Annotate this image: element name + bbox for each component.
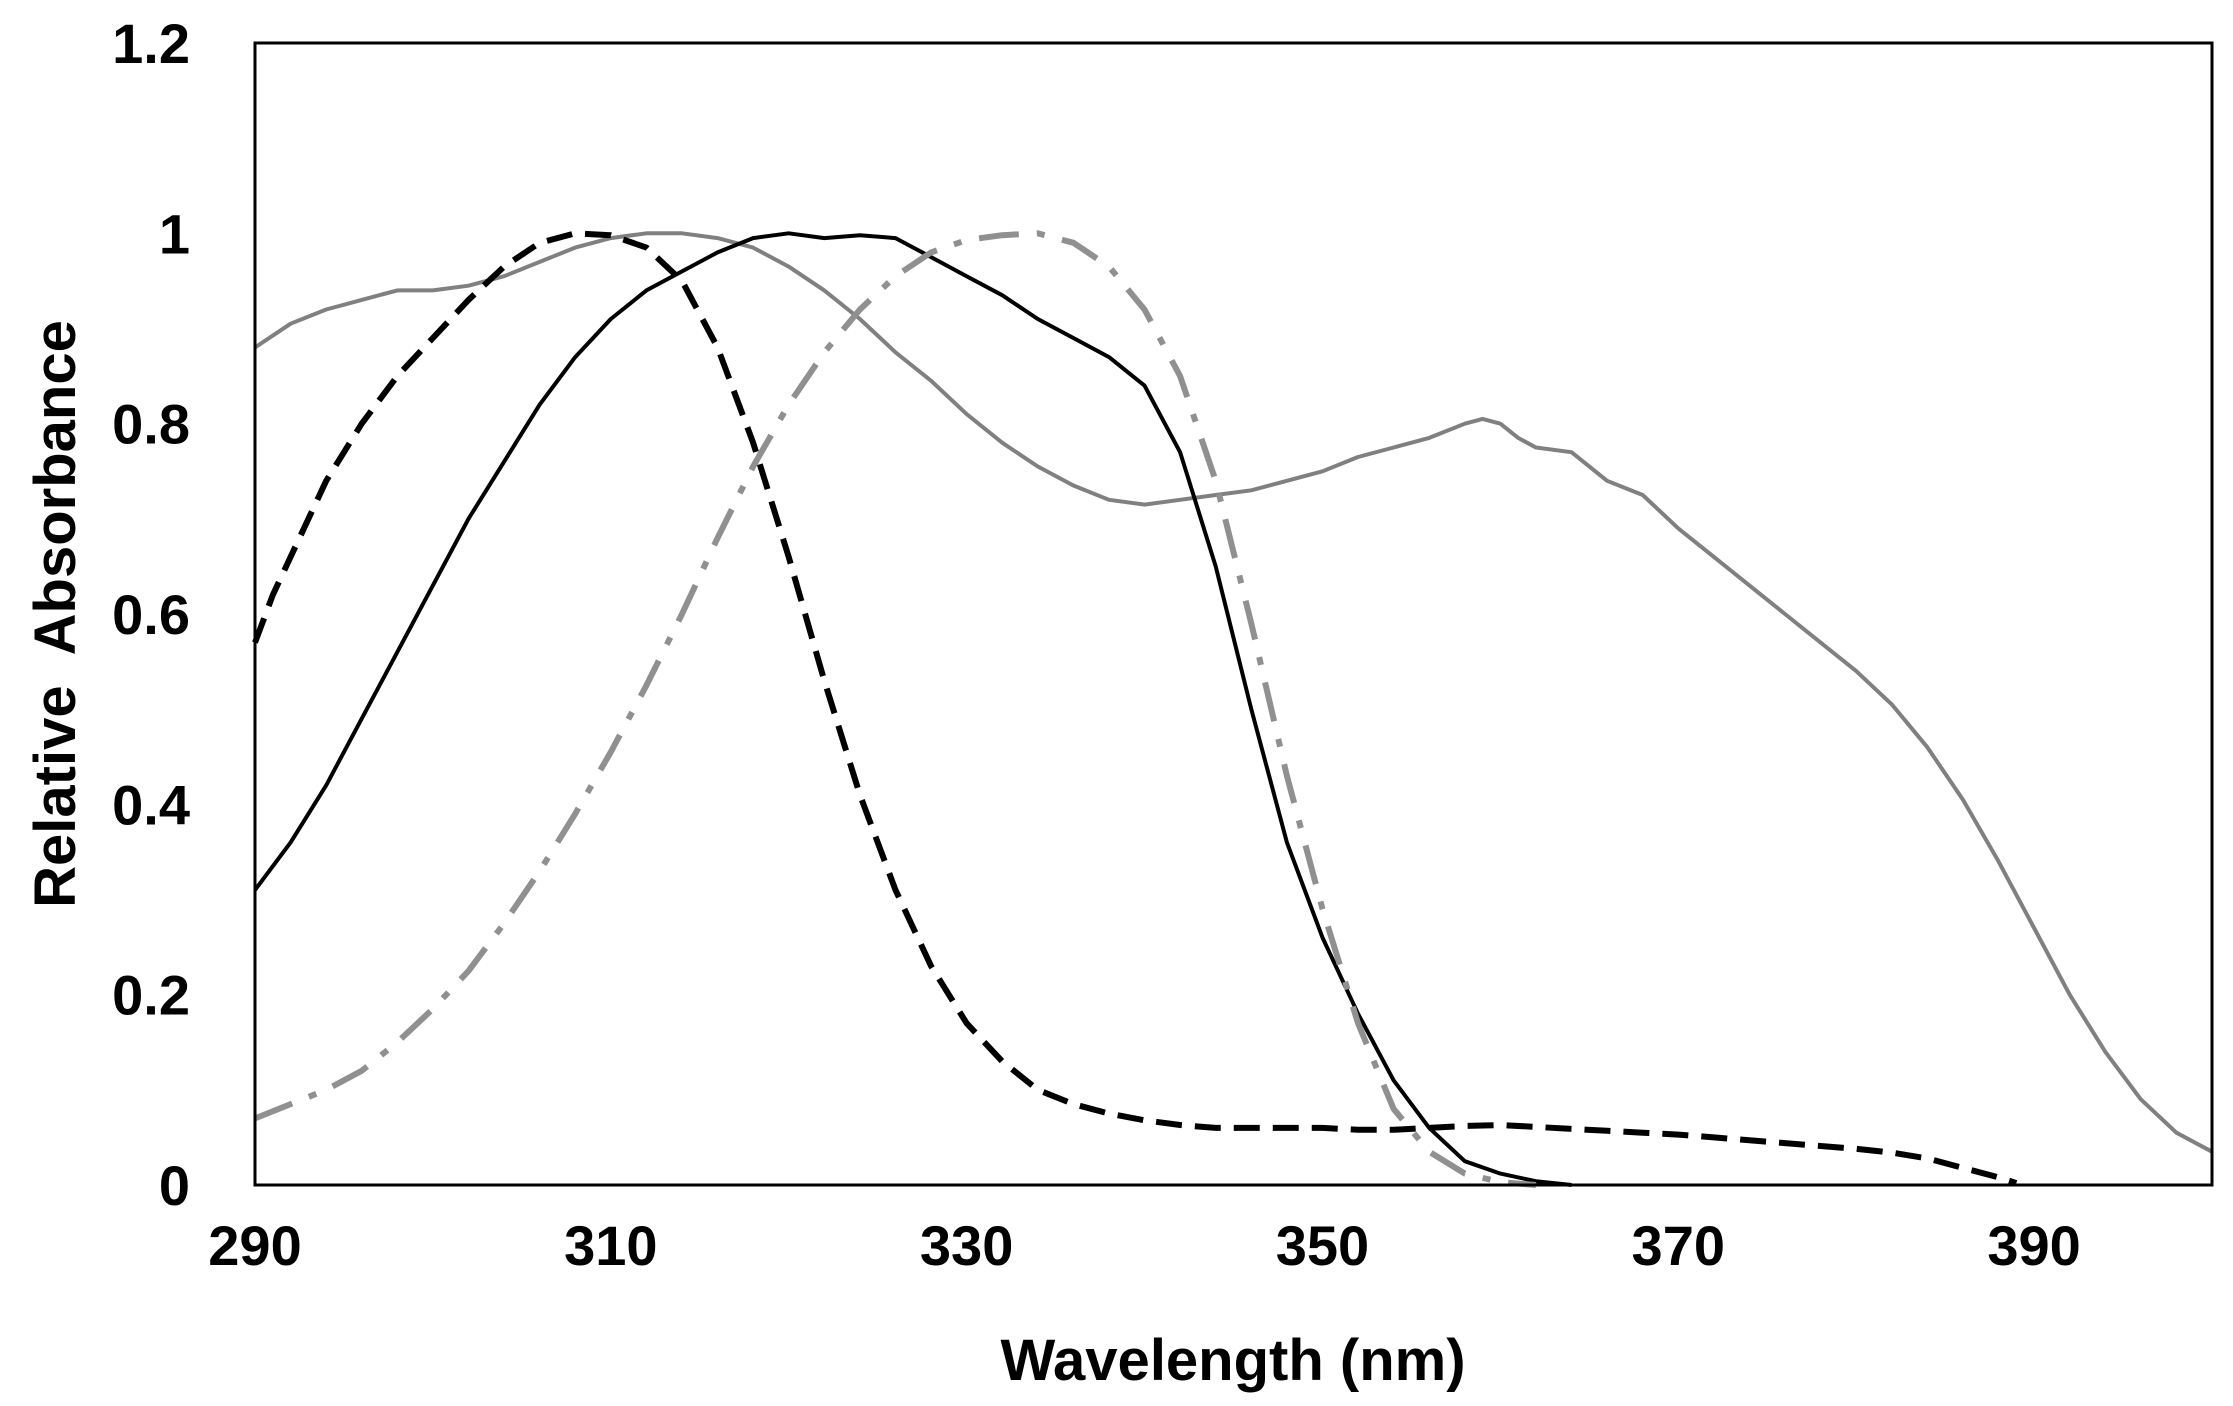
series-layer <box>252 230 2213 1188</box>
x-tick-label-350: 350 <box>1276 1214 1369 1277</box>
y-tick-label-0.4: 0.4 <box>112 773 190 836</box>
x-tick-label-290: 290 <box>208 1214 301 1277</box>
y-tick-label-1.2: 1.2 <box>112 12 190 75</box>
series-line-gray-dash-dot <box>253 230 1537 1188</box>
x-axis-ticks: 290 310 330 350 370 390 <box>208 1214 2081 1277</box>
y-tick-label-0.6: 0.6 <box>112 583 190 646</box>
y-tick-label-0.2: 0.2 <box>112 964 190 1027</box>
x-tick-label-330: 330 <box>920 1214 1013 1277</box>
y-axis-title: Relative Absorbance <box>23 320 88 908</box>
series-line-black-solid <box>253 231 1572 1187</box>
series-line-black-dashed <box>252 230 2018 1186</box>
series-line-gray-solid <box>253 231 2213 1154</box>
x-tick-label-310: 310 <box>564 1214 657 1277</box>
y-tick-label-1: 1 <box>159 202 190 265</box>
y-axis-ticks: 0 0.2 0.4 0.6 0.8 1 1.2 <box>112 12 190 1217</box>
y-tick-label-0.8: 0.8 <box>112 393 190 456</box>
x-axis-title: Wavelength (nm) <box>1000 1328 1465 1393</box>
plot-area <box>255 43 2212 1185</box>
x-tick-label-370: 370 <box>1632 1214 1725 1277</box>
x-tick-label-390: 390 <box>1987 1214 2080 1277</box>
plot-frame <box>253 41 2214 1187</box>
y-tick-label-0: 0 <box>159 1154 190 1217</box>
